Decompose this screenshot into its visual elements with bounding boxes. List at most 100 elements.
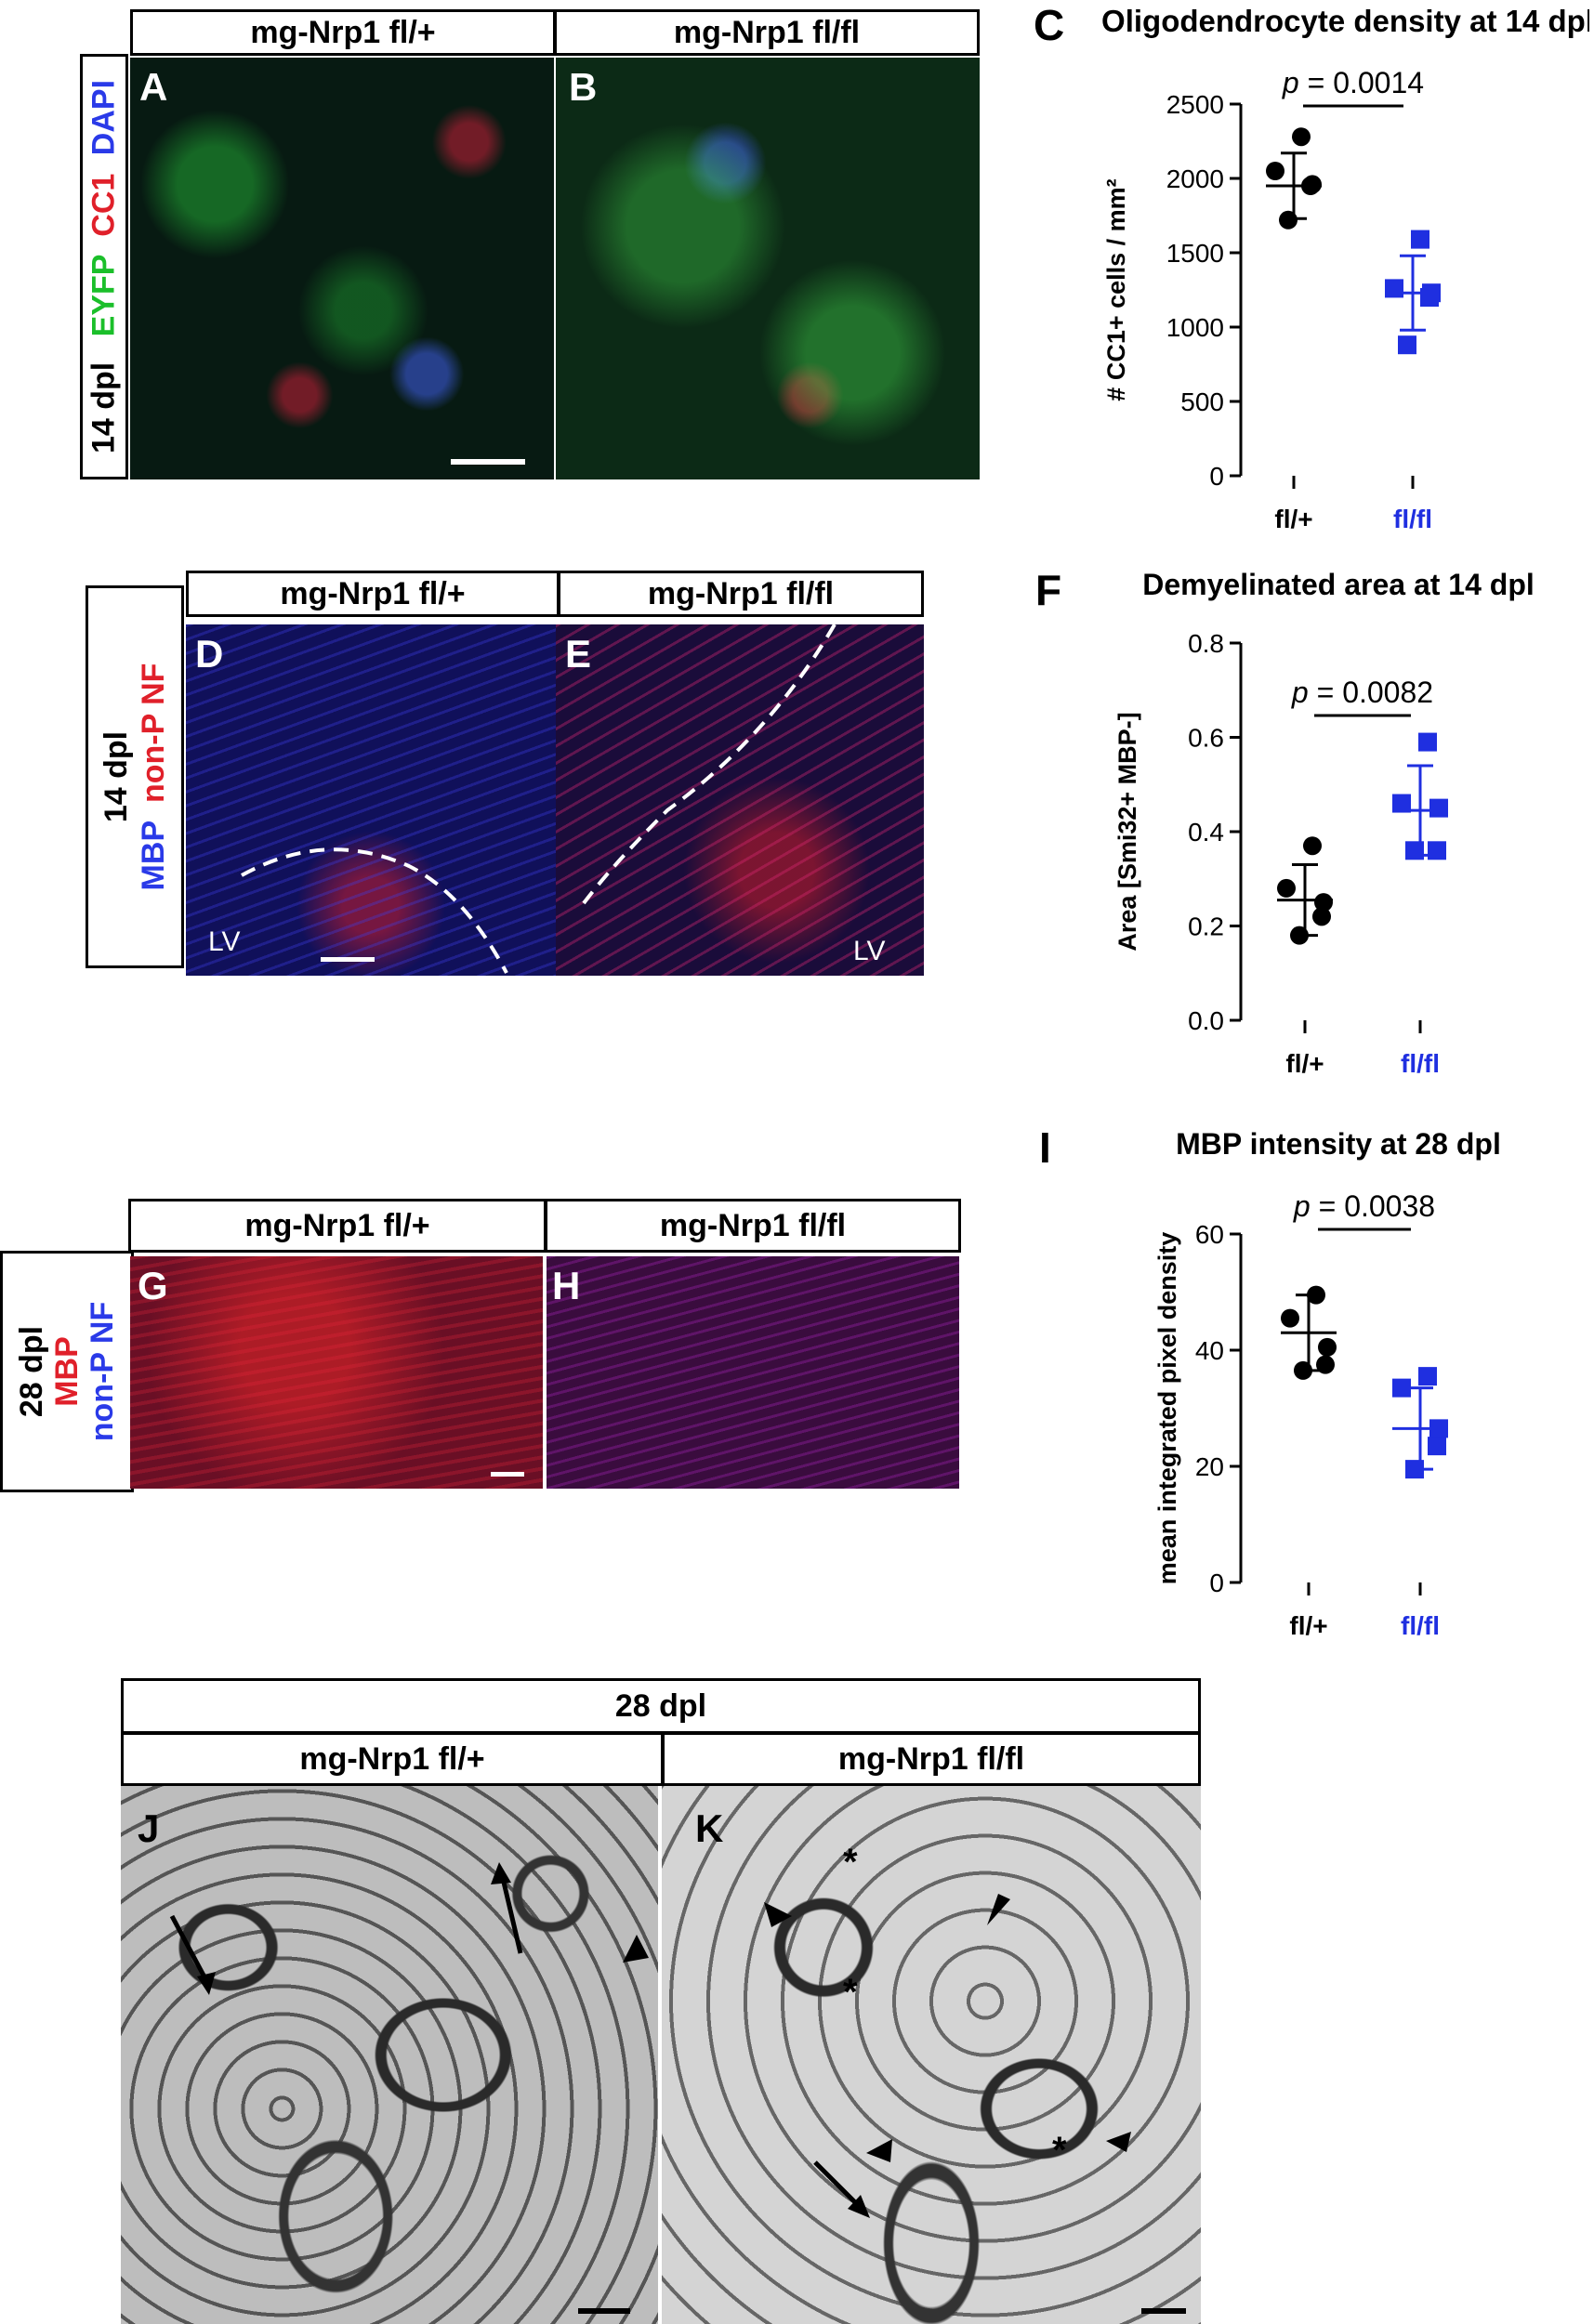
p-value-label: p = 0.0082 (1291, 676, 1433, 709)
data-point (1429, 798, 1448, 818)
row3-dpl: 28 dpl (14, 1325, 49, 1418)
panel-label-i: I (1039, 1123, 1051, 1172)
row1-header-flplus: mg-Nrp1 fl/+ (130, 9, 556, 56)
panel-label-d: D (195, 632, 224, 676)
panel-e-image: E LV (556, 624, 924, 976)
row2-header-flplus: mg-Nrp1 fl/+ (186, 571, 560, 617)
y-tick-label: 1000 (1166, 313, 1224, 342)
panel-label-g: G (138, 1264, 168, 1307)
panel-label-j: J (138, 1806, 160, 1850)
row2-nonp: non-P NF (136, 663, 171, 804)
panel-label-b: B (569, 65, 598, 109)
y-axis-label: Area [Smi32+ MBP-] (1113, 712, 1141, 951)
data-point (1318, 1337, 1337, 1357)
x-tick-label: fl/fl (1401, 1049, 1440, 1078)
data-point (1418, 732, 1437, 752)
panel-label-h: H (552, 1264, 581, 1307)
y-tick-label: 500 (1180, 387, 1224, 416)
x-tick-label: fl/+ (1285, 1049, 1324, 1078)
scale-bar (451, 459, 525, 465)
y-tick-label: 0.8 (1188, 629, 1224, 658)
row2-mbp: MBP (136, 821, 171, 891)
row2-side-label: 14 dpl MBP non-P NF (86, 585, 184, 968)
panel-label-a: A (139, 65, 168, 109)
arrows-j (169, 1862, 649, 1995)
asterisk-1: * (843, 1842, 858, 1883)
panel-label-c: C (1034, 1, 1065, 49)
chart-i-body: 0 20 40 60 fl/+ fl/fl mean integrated pixel de… (1153, 1189, 1448, 1640)
scale-bar (1141, 2308, 1186, 2314)
row2-side-text: 14 dpl MBP non-P NF (98, 663, 172, 891)
chart-c: Oligodendrocyte density at 14 dpl 0 500 10… (1101, 4, 1589, 533)
row3-side-label: 28 dpl MBP non-P NF (0, 1251, 134, 1492)
row3-header-flfl: mg-Nrp1 fl/fl (545, 1199, 961, 1253)
panel-a-image: A (130, 58, 554, 479)
data-point (1392, 1378, 1411, 1398)
y-tick-label: 20 (1195, 1452, 1224, 1481)
y-tick-label: 1500 (1166, 239, 1224, 268)
row1-side-label: 14 dpl EYFP CC1 DAPI (80, 54, 128, 479)
x-tick-label: fl/fl (1393, 505, 1432, 533)
data-point (1398, 335, 1416, 355)
data-point (1405, 1460, 1424, 1479)
panel-j-image: J (121, 1786, 658, 2324)
arrows-k (764, 1894, 1131, 2218)
data-point (1303, 836, 1322, 856)
y-tick-label: 0 (1209, 462, 1224, 491)
chart-f: Demyelinated area at 14 dpl 0.0 0.2 0.4 0.6… (1113, 568, 1535, 1078)
asterisk-2: * (843, 1972, 858, 2013)
row1-side-text: 14 dpl EYFP CC1 DAPI (86, 80, 123, 453)
data-point (1301, 177, 1320, 195)
row2-dpl: 14 dpl (99, 730, 134, 823)
y-tick-label: 0.0 (1188, 1006, 1224, 1035)
row2-header-flfl: mg-Nrp1 fl/fl (558, 571, 924, 617)
panel-label-k: K (695, 1806, 724, 1850)
data-point (1418, 1367, 1437, 1386)
p-value-label: p = 0.0038 (1293, 1189, 1435, 1223)
row4-header-flplus: mg-Nrp1 fl/+ (121, 1732, 664, 1786)
data-point (1428, 1437, 1446, 1456)
data-point (1279, 210, 1298, 230)
y-tick-label: 0.6 (1188, 724, 1224, 753)
data-point (1277, 878, 1296, 898)
data-point (1420, 288, 1439, 307)
panel-h-image: H (547, 1256, 959, 1489)
lv-label-d: LV (208, 926, 241, 957)
data-point (1292, 127, 1311, 147)
panel-k-image: K * * * (662, 1786, 1201, 2324)
panel-label-f: F (1035, 566, 1062, 614)
data-point (1312, 907, 1331, 926)
y-tick-label: 2500 (1166, 90, 1224, 119)
chart-c-body: 0 500 1000 1500 2000 2500 fl/+ fl/fl # CC1+ cell… (1102, 66, 1441, 533)
y-tick-label: 60 (1195, 1220, 1224, 1249)
y-tick-label: 40 (1195, 1336, 1224, 1365)
x-tick-label: fl/+ (1289, 1611, 1327, 1640)
panel-b-image: B (556, 58, 980, 479)
data-point (1281, 1308, 1299, 1328)
row2-markers: MBP non-P NF (135, 663, 172, 891)
row4-header-flfl: mg-Nrp1 fl/fl (662, 1732, 1201, 1786)
data-point (1307, 1285, 1325, 1305)
scale-bar (321, 957, 375, 962)
data-point (1429, 1419, 1448, 1438)
data-point (1405, 841, 1424, 860)
y-tick-label: 2000 (1166, 164, 1224, 193)
chart-f-title: Demyelinated area at 14 dpl (1142, 568, 1535, 601)
dashed-boundary-e (582, 624, 837, 905)
chart-f-body: 0.0 0.2 0.4 0.6 0.8 fl/+ fl/fl Area [Smi32+ MBP… (1113, 629, 1448, 1078)
panel-d-image: D LV (186, 624, 556, 976)
row3-mbp: MBP (49, 1336, 85, 1407)
data-point (1428, 841, 1446, 860)
row1-header-flfl: mg-Nrp1 fl/fl (554, 9, 980, 56)
data-point (1294, 1360, 1312, 1380)
row1-dapi: DAPI (86, 79, 122, 156)
chart-c-title: Oligodendrocyte density at 14 dpl (1101, 4, 1589, 38)
x-tick-label: fl/+ (1274, 505, 1312, 533)
row3-nonp: non-P NF (85, 1301, 120, 1442)
row1-eyfp: EYFP (86, 255, 122, 337)
panel-label-e: E (565, 632, 592, 676)
p-value-label: p = 0.0014 (1282, 66, 1424, 99)
row4-top-header: 28 dpl (121, 1678, 1201, 1734)
data-point (1385, 279, 1403, 298)
dashed-boundary-d (241, 847, 508, 974)
